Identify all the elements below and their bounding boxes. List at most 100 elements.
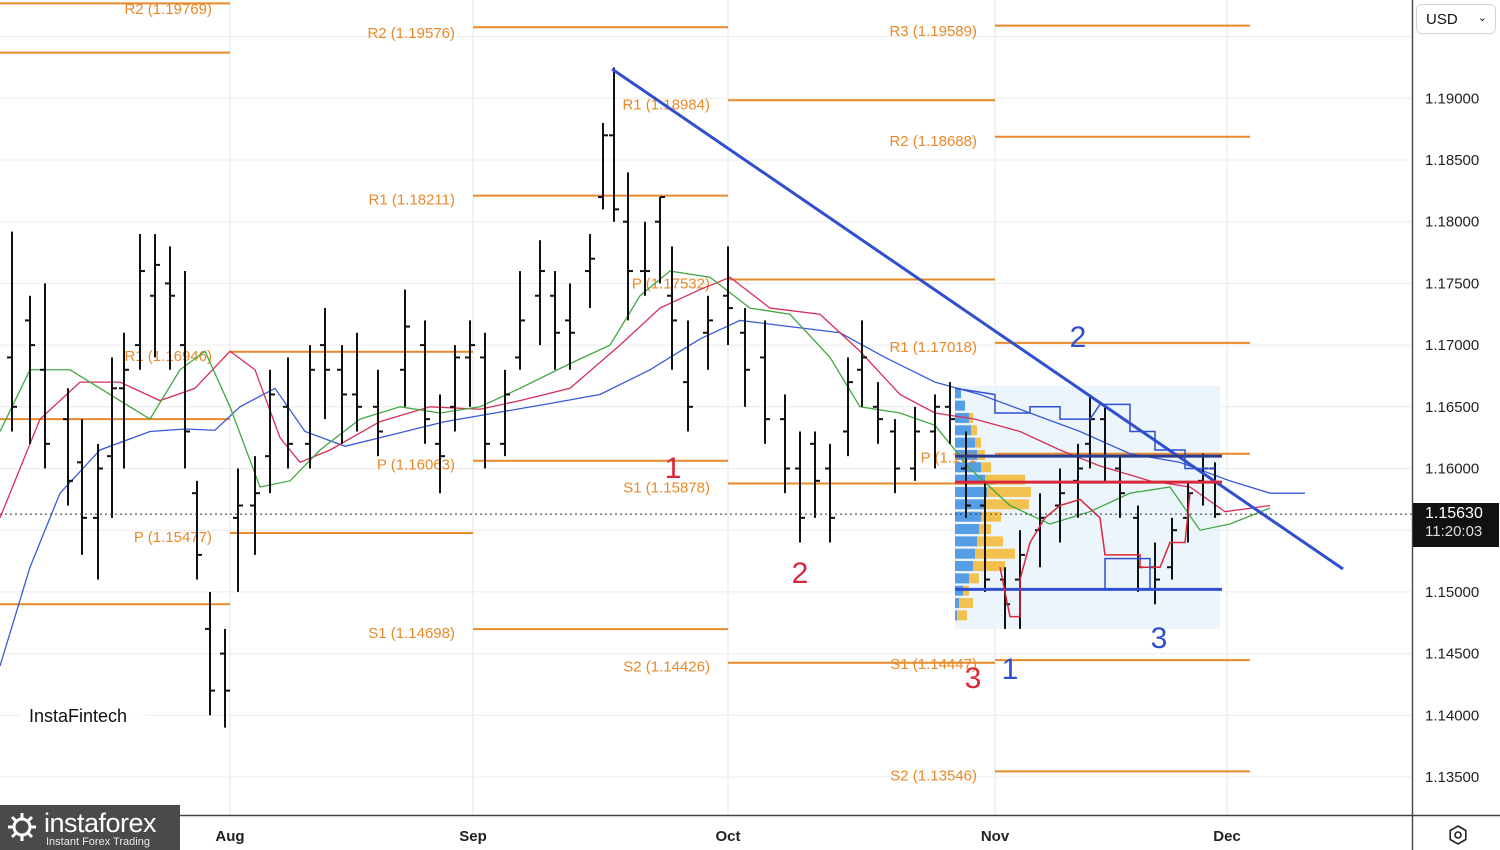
ohlc-bar bbox=[723, 246, 733, 346]
ohlc-bar bbox=[910, 406, 920, 481]
pivot-label: P (1.16063) bbox=[377, 457, 455, 474]
wave-label-blue: 1 bbox=[1002, 653, 1019, 686]
volume-profile-bar bbox=[975, 437, 981, 448]
ohlc-bar bbox=[233, 468, 243, 592]
ohlc-bar bbox=[93, 443, 103, 580]
ohlc-bar bbox=[320, 308, 330, 420]
ohlc-bar bbox=[760, 320, 770, 444]
volume-profile-bar bbox=[955, 511, 981, 522]
pivot-label: P (1.17532) bbox=[632, 275, 710, 292]
ohlc-bar bbox=[515, 271, 525, 370]
y-tick-label: 1.17000 bbox=[1425, 337, 1479, 354]
ohlc-bar bbox=[1115, 456, 1125, 518]
y-tick-label: 1.18500 bbox=[1425, 152, 1479, 169]
ohlc-bar bbox=[980, 480, 990, 592]
volume-profile-bar bbox=[985, 474, 1025, 485]
ohlc-bar bbox=[655, 196, 665, 284]
x-tick-label: Oct bbox=[715, 828, 740, 845]
ohlc-bar bbox=[7, 231, 17, 432]
pivot-label: R2 (1.18688) bbox=[889, 133, 977, 150]
last-price-value: 1.15630 bbox=[1425, 505, 1483, 522]
ohlc-bar bbox=[63, 388, 73, 506]
ohlc-bar bbox=[890, 419, 900, 494]
volume-profile-bar bbox=[959, 598, 973, 609]
chevron-down-icon: ⌄ bbox=[1477, 12, 1487, 24]
descending-trendline bbox=[611, 67, 1344, 571]
volume-profile-bar bbox=[955, 598, 959, 609]
pivot-label: R2 (1.19576) bbox=[367, 25, 455, 42]
ohlc-bar bbox=[165, 246, 175, 370]
wave-label-blue: 3 bbox=[1151, 622, 1168, 655]
ohlc-bar bbox=[623, 172, 633, 321]
volume-profile-bar bbox=[977, 536, 1003, 547]
wave-label-blue: 2 bbox=[1070, 321, 1087, 354]
ohlc-bar bbox=[352, 332, 362, 432]
volume-profile-bar bbox=[975, 548, 1015, 559]
ohlc-bars bbox=[7, 67, 1220, 728]
ohlc-bar bbox=[400, 289, 410, 407]
settings-icon[interactable] bbox=[1447, 824, 1469, 846]
y-tick-label: 1.16000 bbox=[1425, 461, 1479, 478]
ohlc-bar bbox=[795, 431, 805, 543]
volume-profile-bar bbox=[955, 388, 961, 399]
volume-profile-bar bbox=[955, 462, 981, 473]
low-box bbox=[1104, 557, 1151, 591]
ohlc-bar bbox=[640, 221, 650, 296]
volume-profile-bar bbox=[955, 561, 973, 572]
ohlc-bar bbox=[450, 345, 460, 432]
pivot-label: S1 (1.15878) bbox=[623, 480, 710, 497]
ohlc-bar bbox=[180, 271, 190, 469]
ohlc-bar bbox=[535, 240, 545, 346]
instafintech-watermark: InstaFintech bbox=[20, 676, 146, 740]
bar-countdown: 11:20:03 bbox=[1425, 523, 1483, 540]
ohlc-bar bbox=[337, 345, 347, 444]
y-tick-label: 1.17500 bbox=[1425, 275, 1479, 292]
y-tick-label: 1.13500 bbox=[1425, 769, 1479, 786]
ohlc-bar bbox=[810, 431, 820, 518]
volume-profile-bar bbox=[957, 610, 967, 621]
x-tick-label: Sep bbox=[459, 828, 487, 845]
pivot-label: S1 (1.14447) bbox=[890, 656, 977, 673]
ohlc-bar bbox=[435, 394, 445, 494]
volume-profile-bar bbox=[955, 524, 979, 535]
instafintech-text: InstaFintech bbox=[29, 706, 128, 726]
pivot-label: R2 (1.19769) bbox=[124, 1, 212, 18]
instaforex-name: instaforex bbox=[44, 808, 157, 838]
ohlc-bar bbox=[265, 369, 275, 494]
ohlc-bar bbox=[119, 332, 129, 469]
volume-profile-bar bbox=[987, 487, 1031, 498]
volume-profile-bar bbox=[985, 499, 1029, 510]
ohlc-bar bbox=[873, 382, 883, 444]
ma-fast-green bbox=[0, 270, 1271, 531]
pivot-label: S2 (1.14426) bbox=[623, 659, 710, 676]
ohlc-bar bbox=[609, 67, 619, 222]
x-tick-label: Dec bbox=[1213, 828, 1241, 845]
ohlc-bar bbox=[373, 369, 383, 457]
lower-channel-step bbox=[999, 493, 1191, 618]
ohlc-bar bbox=[945, 382, 955, 444]
y-tick-label: 1.14500 bbox=[1425, 646, 1479, 663]
volume-profile-bar bbox=[969, 573, 979, 584]
volume-profile-bar bbox=[955, 499, 985, 510]
ohlc-bar bbox=[283, 357, 293, 469]
ohlc-bar bbox=[40, 283, 50, 469]
currency-value: USD bbox=[1426, 11, 1458, 28]
ohlc-bar bbox=[135, 234, 145, 370]
ohlc-bar bbox=[667, 246, 677, 370]
instaforex-tagline: Instant Forex Trading bbox=[46, 836, 150, 848]
ohlc-bar bbox=[961, 431, 971, 518]
ohlc-bar bbox=[465, 320, 475, 407]
currency-selector[interactable]: USD ⌄ bbox=[1416, 4, 1496, 34]
x-tick-label: Nov bbox=[981, 828, 1010, 845]
volume-profile-bar bbox=[955, 548, 975, 559]
ohlc-bar bbox=[930, 394, 940, 469]
volume-profile-bar bbox=[955, 474, 985, 485]
wave-label-red: 2 bbox=[792, 557, 809, 590]
wave-labels: 123 123 bbox=[665, 321, 1168, 695]
pivot-label: S2 (1.13546) bbox=[890, 767, 977, 784]
pivot-label: R3 (1.19589) bbox=[889, 23, 977, 40]
ohlc-bar bbox=[780, 394, 790, 494]
upper-channel-step bbox=[954, 387, 1215, 470]
instaforex-logo: instaforex Instant Forex Trading bbox=[0, 805, 180, 850]
